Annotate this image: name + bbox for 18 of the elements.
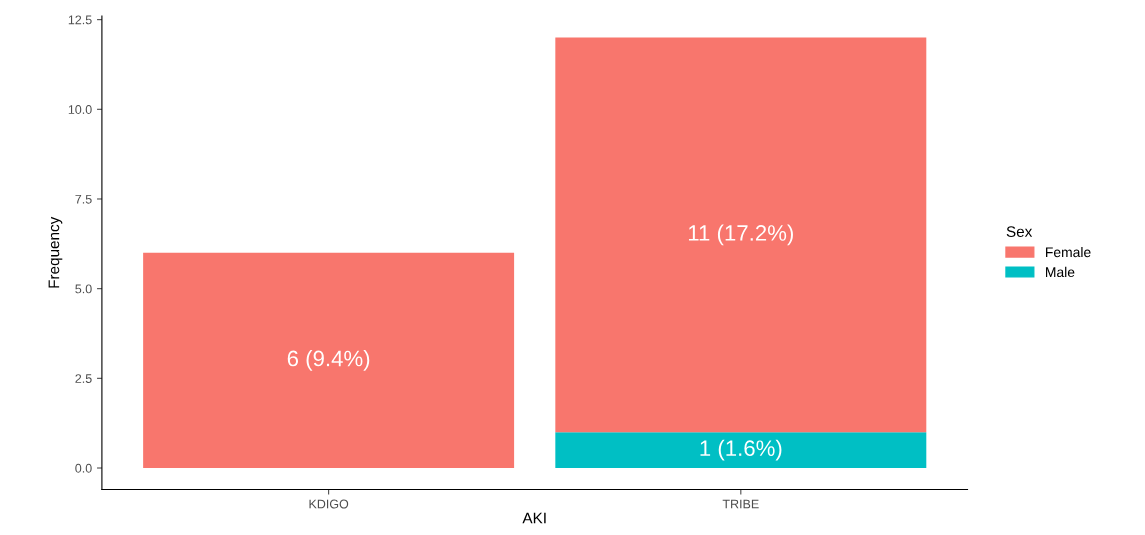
y-axis-title: Frequency — [48, 216, 63, 288]
data-label: 11 (17.2%) — [688, 224, 793, 246]
y-tick-label: 7.5 — [75, 194, 92, 204]
data-label: 6 (9.4%) — [287, 350, 370, 371]
y-tick-label: 12.5 — [68, 15, 92, 25]
legend-label: Male — [1046, 266, 1075, 278]
x-tick-label: TRIBE — [722, 499, 759, 509]
data-label: 1 (1.6%) — [700, 439, 782, 461]
y-tick-label: 5.0 — [75, 284, 92, 294]
x-tick-label: KDIGO — [309, 499, 349, 509]
y-tick-label: 2.5 — [75, 374, 92, 383]
bar — [555, 432, 927, 468]
y-tick-label: 10.0 — [68, 105, 92, 114]
bar — [143, 252, 515, 468]
y-tick-label: 0.0 — [75, 463, 92, 473]
x-axis-title: AKI — [522, 512, 546, 524]
legend-title: Sex — [1006, 226, 1033, 237]
legend-label: Female — [1046, 246, 1091, 258]
